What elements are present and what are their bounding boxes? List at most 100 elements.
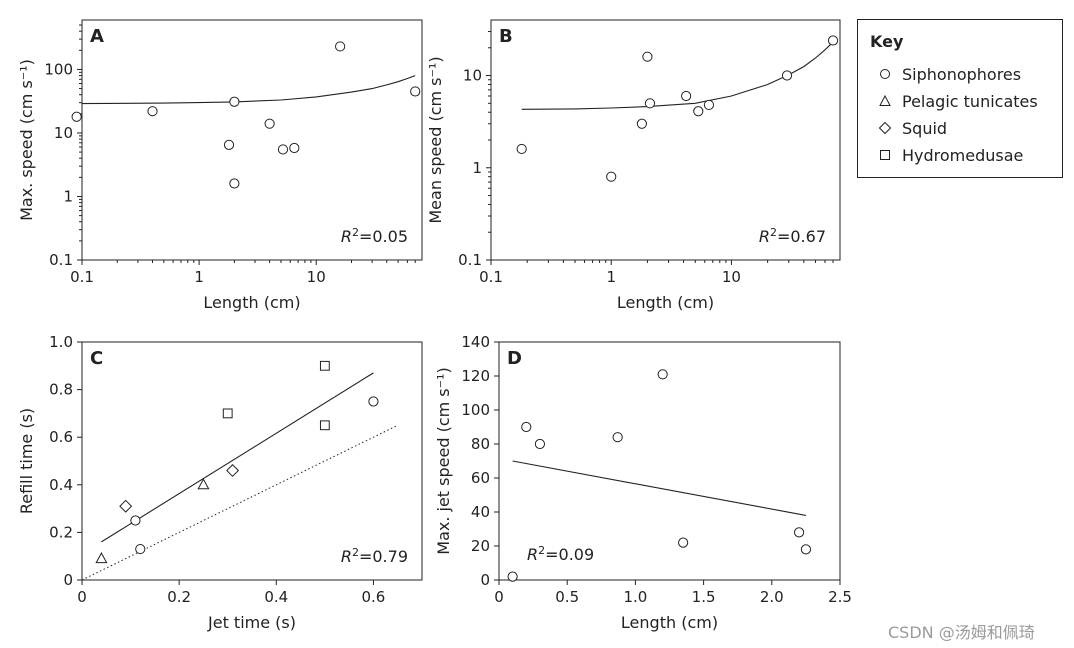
y-tick-label: 100 <box>461 401 490 419</box>
data-point-square <box>319 360 330 371</box>
data-point-square <box>319 420 330 431</box>
r-squared-annotation: R2=0.09 <box>527 544 594 564</box>
plot-frame <box>81 19 423 261</box>
y-axis-label: Max. speed (cm s⁻¹) <box>17 59 36 221</box>
diamond-marker-icon <box>878 121 892 135</box>
data-point-circle <box>223 139 235 150</box>
y-tick-label: 0 <box>63 571 73 589</box>
data-point-triangle <box>197 478 210 490</box>
y-tick-label: 100 <box>44 60 73 78</box>
plot-frame <box>498 341 841 581</box>
x-tick-label: 0.1 <box>70 268 94 286</box>
plot-frame <box>81 341 423 581</box>
data-point-circle <box>410 86 421 97</box>
data-point-circle <box>277 144 289 155</box>
data-point-circle <box>642 51 653 62</box>
panel-label: C <box>90 348 103 369</box>
data-point-circle <box>827 35 839 46</box>
y-tick-label: 0.1 <box>458 251 482 269</box>
data-point-circle <box>612 432 623 443</box>
x-tick-label: 0.6 <box>361 588 385 606</box>
data-point-circle <box>521 421 532 433</box>
data-point-circle <box>130 515 141 526</box>
x-tick-label: 10 <box>307 268 326 286</box>
data-point-circle <box>229 178 240 189</box>
data-point-circle <box>507 571 518 582</box>
x-tick-label: 0.5 <box>555 588 579 606</box>
panel-label: A <box>90 26 104 47</box>
y-tick-label: 0.6 <box>49 428 73 446</box>
y-tick-label: 10 <box>463 67 482 85</box>
y-tick-label: 40 <box>471 503 490 521</box>
legend-label: Hydromedusae <box>902 145 1024 165</box>
x-axis-label: Length (cm) <box>203 293 300 312</box>
data-point-circle <box>229 96 240 107</box>
legend-label: Siphonophores <box>902 64 1022 84</box>
y-tick-label: 0.4 <box>49 476 73 494</box>
y-tick-label: 80 <box>471 435 490 453</box>
data-point-circle <box>781 70 793 81</box>
x-axis-label: Length (cm) <box>621 613 718 632</box>
y-axis-label: Refill time (s) <box>17 408 36 514</box>
y-tick-label: 1 <box>63 187 73 205</box>
y-tick-label: 60 <box>471 469 490 487</box>
y-tick-label: 0.1 <box>49 251 73 269</box>
data-point-circle <box>636 118 648 129</box>
x-tick-label: 0.2 <box>167 588 191 606</box>
data-point-circle <box>678 537 689 548</box>
fit-line <box>521 41 834 110</box>
data-point-square <box>222 408 233 419</box>
data-point-circle <box>135 543 146 555</box>
data-point-circle <box>368 396 379 407</box>
data-point-circle <box>800 544 812 555</box>
fit-line <box>512 460 807 516</box>
data-point-circle <box>264 118 275 129</box>
triangle-marker-icon <box>879 94 891 106</box>
circle-marker-icon <box>880 69 890 79</box>
y-tick-label: 10 <box>54 124 73 142</box>
legend-title: Key <box>870 32 904 51</box>
data-point-triangle <box>95 552 108 564</box>
data-point-circle <box>703 99 715 111</box>
data-point-circle <box>147 106 158 117</box>
y-tick-label: 0.2 <box>49 523 73 541</box>
x-tick-label: 0 <box>77 588 87 606</box>
data-point-circle <box>335 41 346 52</box>
x-tick-label: 2.5 <box>828 588 852 606</box>
x-axis-label: Length (cm) <box>617 293 714 312</box>
data-point-circle <box>534 438 546 450</box>
legend-entry-pelagic-tunicates: Pelagic tunicates <box>878 91 1038 111</box>
x-tick-label: 1 <box>606 268 616 286</box>
r-squared-annotation: R2=0.67 <box>759 226 826 246</box>
data-point-circle <box>644 98 656 109</box>
x-tick-label: 10 <box>722 268 741 286</box>
data-point-circle <box>71 111 82 122</box>
data-point-diamond <box>119 499 133 513</box>
y-tick-label: 1.0 <box>49 333 73 351</box>
x-tick-label: 0.1 <box>479 268 503 286</box>
x-tick-label: 0.4 <box>264 588 288 606</box>
watermark-text: CSDN @汤姆和佩琦 <box>888 623 1035 642</box>
y-axis-label: Max. jet speed (cm s⁻¹) <box>434 367 453 554</box>
data-point-circle <box>516 143 527 155</box>
fit-line <box>101 372 374 543</box>
reference-line <box>81 424 398 581</box>
y-tick-label: 0 <box>480 571 490 589</box>
x-tick-label: 1.5 <box>692 588 716 606</box>
x-axis-label: Jet time (s) <box>207 613 296 632</box>
legend-entry-hydromedusae: Hydromedusae <box>878 145 1023 165</box>
data-point-circle <box>289 142 300 154</box>
legend-box: Key Siphonophores Pelagic tunicates Squi… <box>857 19 1063 178</box>
panel-label: D <box>507 348 522 369</box>
x-tick-label: 1 <box>194 268 204 286</box>
legend-label: Squid <box>902 118 948 138</box>
data-point-circle <box>693 106 704 117</box>
plot-frame <box>490 19 841 261</box>
data-point-circle <box>793 527 805 538</box>
square-marker-icon <box>880 150 890 160</box>
x-tick-label: 2.0 <box>760 588 784 606</box>
data-point-diamond <box>226 464 240 478</box>
data-point-circle <box>657 369 668 380</box>
y-tick-label: 140 <box>461 333 490 351</box>
